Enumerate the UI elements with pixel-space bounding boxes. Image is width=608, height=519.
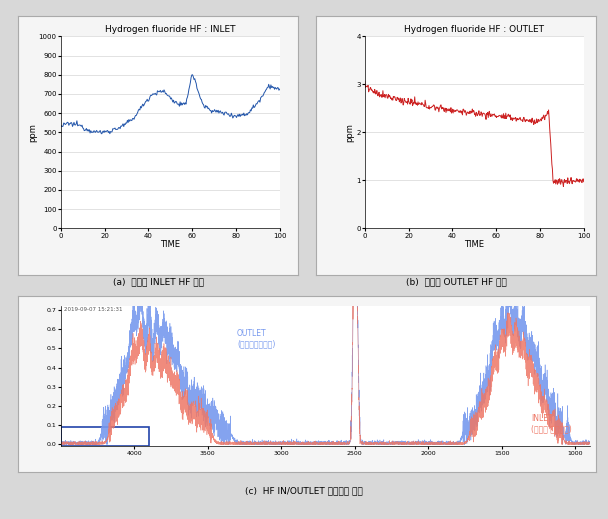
Text: (c)  HF IN/OUTLET 스펙트럼 비교: (c) HF IN/OUTLET 스펙트럼 비교 [245,487,363,496]
Bar [61,427,149,446]
X-axis label: TIME: TIME [161,240,180,249]
X-axis label: TIME: TIME [465,240,484,249]
Text: OUTLET
(푸른색스펙트럼): OUTLET (푸른색스펙트럼) [237,329,275,349]
Text: INLET
(붉은색 스펙트럼): INLET (붉은색 스펙트럼) [531,414,572,433]
Text: (b)  시스템 OUTLET HF 농도: (b) 시스템 OUTLET HF 농도 [406,278,506,286]
Y-axis label: ppm: ppm [28,123,37,142]
Title: Hydrogen fluoride HF : INLET: Hydrogen fluoride HF : INLET [105,25,235,34]
Text: 2019-09-07 15:21:31: 2019-09-07 15:21:31 [64,307,122,312]
Y-axis label: ppm: ppm [346,123,354,142]
Text: (a)  시스템 INLET HF 농도: (a) 시스템 INLET HF 농도 [112,278,204,286]
Title: Hydrogen fluoride HF : OUTLET: Hydrogen fluoride HF : OUTLET [404,25,544,34]
